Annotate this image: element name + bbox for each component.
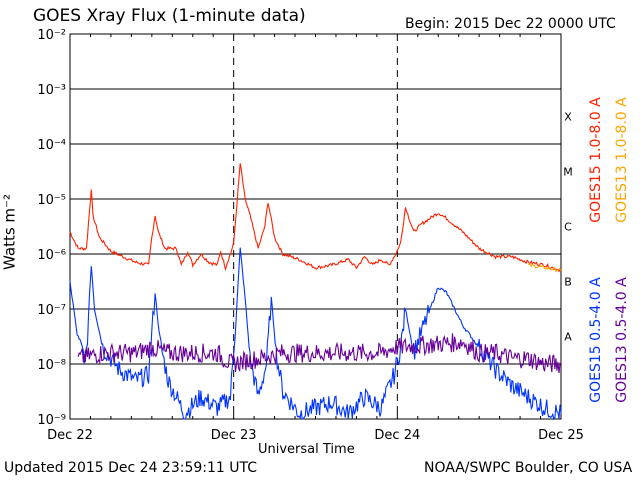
legend-entry: GOES15 0.5-4.0 A: [588, 277, 604, 403]
y-tick-label: 10⁻⁵: [37, 193, 66, 208]
series-line-goes15-0-5-4-0-a: [69, 247, 562, 421]
begin-label: Begin: 2015 Dec 22 0000 UTC: [405, 16, 616, 32]
flare-class-label: C: [564, 221, 572, 234]
series-line-goes15-1-0-8-0-a: [69, 163, 562, 273]
series-line-goes13-1-0-8-0-a: [528, 263, 562, 273]
legend-entry: GOES13 0.5-4.0 A: [614, 277, 630, 403]
flare-class-label: B: [564, 276, 572, 289]
legend-entry: GOES15 1.0-8.0 A: [588, 97, 604, 223]
y-tick-label: 10⁻⁴: [37, 138, 66, 153]
plot-frame: [69, 33, 562, 420]
x-tick-label: Dec 25: [538, 428, 584, 443]
y-tick-label: 10⁻²: [37, 28, 66, 43]
chart-title: GOES Xray Flux (1-minute data): [33, 6, 306, 26]
y-axis-label: Watts m⁻²: [0, 194, 19, 270]
x-axis-label: Universal Time: [258, 442, 355, 457]
flare-class-label: A: [564, 331, 572, 344]
y-tick-label: 10⁻⁸: [37, 358, 66, 373]
series-line-goes13-0-5-4-0-a: [77, 333, 562, 374]
flare-class-label: X: [564, 111, 572, 124]
y-tick-label: 10⁻⁷: [37, 303, 66, 318]
x-tick-label: Dec 23: [211, 428, 257, 443]
legend-entry: GOES13 1.0-8.0 A: [614, 97, 630, 223]
y-tick-label: 10⁻⁶: [37, 248, 66, 263]
x-tick-label: Dec 24: [374, 428, 420, 443]
source-label: NOAA/SWPC Boulder, CO USA: [424, 460, 633, 476]
x-tick-label: Dec 22: [47, 428, 93, 443]
updated-timestamp: Updated 2015 Dec 24 23:59:11 UTC: [4, 460, 258, 476]
y-tick-label: 10⁻³: [37, 83, 66, 98]
y-tick-label: 10⁻⁹: [37, 413, 66, 428]
flare-class-label: M: [563, 166, 573, 179]
